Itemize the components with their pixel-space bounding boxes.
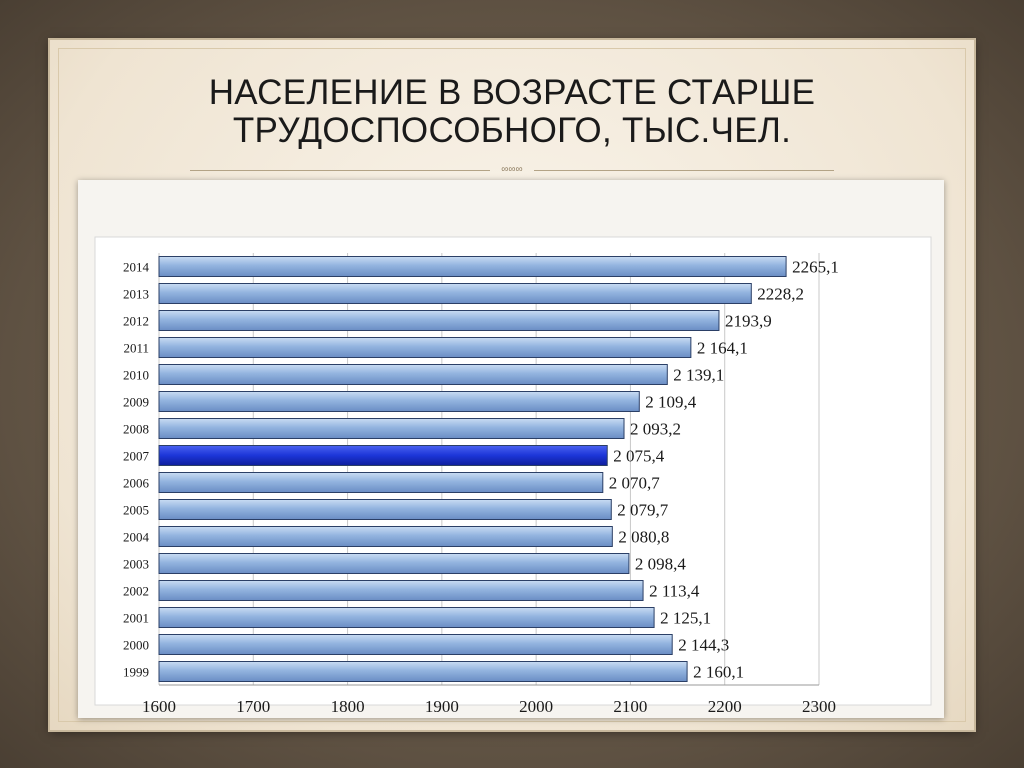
- category-label-2013: 2013: [123, 287, 149, 302]
- bar-2003: [158, 553, 630, 574]
- category-label-2003: 2003: [123, 557, 149, 572]
- bar-2012: [158, 310, 720, 331]
- value-label-2012: 2193,9: [725, 312, 772, 331]
- value-label-2009: 2 109,4: [645, 393, 697, 412]
- value-label-2002: 2 113,4: [649, 582, 700, 601]
- x-tick-label-1900: 1900: [425, 697, 459, 716]
- divider-ornament-icon: ∞∞∞: [501, 164, 523, 175]
- slide: НАСЕЛЕНИЕ В ВОЗРАСТЕ СТАРШЕ ТРУДОСПОСОБН…: [50, 40, 974, 730]
- slide-title: НАСЕЛЕНИЕ В ВОЗРАСТЕ СТАРШЕ ТРУДОСПОСОБН…: [110, 74, 914, 150]
- chart-card: 2014 2265,1 2013 2228,2 2012 2193,9 2011 2 164,…: [78, 180, 944, 718]
- bar-2006: [158, 472, 604, 493]
- category-label-2004: 2004: [123, 530, 150, 545]
- value-label-2000: 2 144,3: [678, 636, 729, 655]
- category-label-2014: 2014: [123, 260, 150, 275]
- bar-2005: [158, 499, 612, 520]
- slide-title-line-1: НАСЕЛЕНИЕ В ВОЗРАСТЕ СТАРШЕ: [208, 73, 816, 112]
- value-label-2008: 2 093,2: [630, 420, 681, 439]
- value-label-2005: 2 079,7: [617, 501, 669, 520]
- bar-2007: [158, 445, 608, 466]
- bar-2011: [158, 337, 692, 358]
- x-tick-label-1700: 1700: [236, 697, 270, 716]
- category-label-2005: 2005: [123, 503, 149, 518]
- category-label-2012: 2012: [123, 314, 149, 329]
- category-label-1999: 1999: [123, 665, 149, 680]
- value-label-2006: 2 070,7: [609, 474, 661, 493]
- bar-2004: [158, 526, 613, 547]
- value-label-2004: 2 080,8: [618, 528, 669, 547]
- category-label-2000: 2000: [123, 638, 149, 653]
- category-label-2009: 2009: [123, 395, 149, 410]
- x-tick-label-2200: 2200: [708, 697, 742, 716]
- category-label-2006: 2006: [123, 476, 150, 491]
- value-label-2013: 2228,2: [757, 285, 804, 304]
- bar-2002: [158, 580, 644, 601]
- bar-2009: [158, 391, 640, 412]
- category-label-2008: 2008: [123, 422, 149, 437]
- bar-2001: [158, 607, 655, 628]
- category-label-2010: 2010: [123, 368, 149, 383]
- bar-2014: [158, 256, 787, 277]
- bar-1999: [158, 661, 688, 682]
- category-label-2002: 2002: [123, 584, 149, 599]
- value-label-2011: 2 164,1: [697, 339, 748, 358]
- value-label-2014: 2265,1: [792, 258, 839, 277]
- x-tick-label-1600: 1600: [142, 697, 176, 716]
- value-label-2007: 2 075,4: [613, 447, 665, 466]
- bar-2013: [158, 283, 752, 304]
- bar-chart: 2014 2265,1 2013 2228,2 2012 2193,9 2011 2 164,…: [94, 236, 932, 716]
- slide-title-line-2: ТРУДОСПОСОБНОГО, ТЫС.ЧЕЛ.: [232, 111, 792, 150]
- bar-2000: [158, 634, 673, 655]
- value-label-2010: 2 139,1: [673, 366, 724, 385]
- bar-2008: [158, 418, 625, 439]
- title-divider: ∞∞∞: [190, 164, 834, 176]
- x-tick-label-2300: 2300: [802, 697, 836, 716]
- x-tick-label-2000: 2000: [519, 697, 553, 716]
- value-label-2003: 2 098,4: [635, 555, 687, 574]
- category-label-2011: 2011: [123, 341, 149, 356]
- x-tick-label-1800: 1800: [331, 697, 365, 716]
- category-label-2001: 2001: [123, 611, 149, 626]
- x-tick-label-2100: 2100: [613, 697, 647, 716]
- value-label-2001: 2 125,1: [660, 609, 711, 628]
- bar-2010: [158, 364, 668, 385]
- value-label-1999: 2 160,1: [693, 663, 744, 682]
- category-label-2007: 2007: [123, 449, 150, 464]
